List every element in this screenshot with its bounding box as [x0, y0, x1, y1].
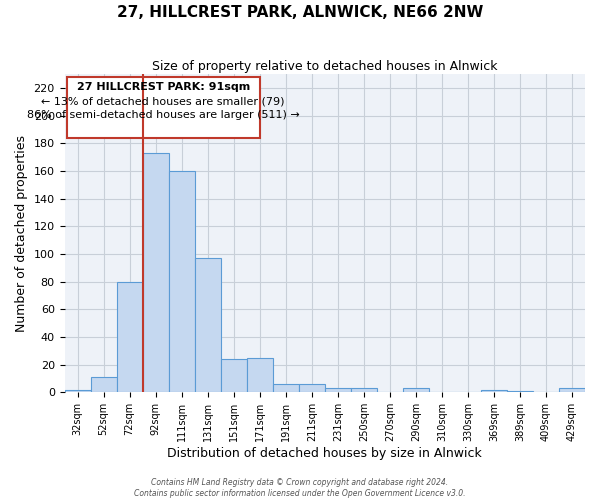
Text: 27, HILLCREST PARK, ALNWICK, NE66 2NW: 27, HILLCREST PARK, ALNWICK, NE66 2NW — [117, 5, 483, 20]
Bar — [403, 388, 429, 392]
Bar — [65, 390, 91, 392]
Text: 27 HILLCREST PARK: 91sqm: 27 HILLCREST PARK: 91sqm — [77, 82, 250, 92]
Bar — [559, 388, 585, 392]
Text: Contains HM Land Registry data © Crown copyright and database right 2024.
Contai: Contains HM Land Registry data © Crown c… — [134, 478, 466, 498]
Bar — [481, 390, 507, 392]
Bar — [299, 384, 325, 392]
Text: 86% of semi-detached houses are larger (511) →: 86% of semi-detached houses are larger (… — [27, 110, 299, 120]
Bar — [169, 171, 194, 392]
X-axis label: Distribution of detached houses by size in Alnwick: Distribution of detached houses by size … — [167, 447, 482, 460]
Bar — [91, 377, 116, 392]
Bar — [351, 388, 377, 392]
Bar — [143, 153, 169, 392]
Bar — [273, 384, 299, 392]
Bar — [507, 391, 533, 392]
Bar — [325, 388, 351, 392]
Bar — [221, 359, 247, 392]
Bar — [116, 282, 143, 393]
Title: Size of property relative to detached houses in Alnwick: Size of property relative to detached ho… — [152, 60, 497, 73]
Text: ← 13% of detached houses are smaller (79): ← 13% of detached houses are smaller (79… — [41, 96, 285, 106]
Y-axis label: Number of detached properties: Number of detached properties — [15, 135, 28, 332]
Bar — [67, 77, 260, 138]
Bar — [247, 358, 273, 392]
Bar — [194, 258, 221, 392]
